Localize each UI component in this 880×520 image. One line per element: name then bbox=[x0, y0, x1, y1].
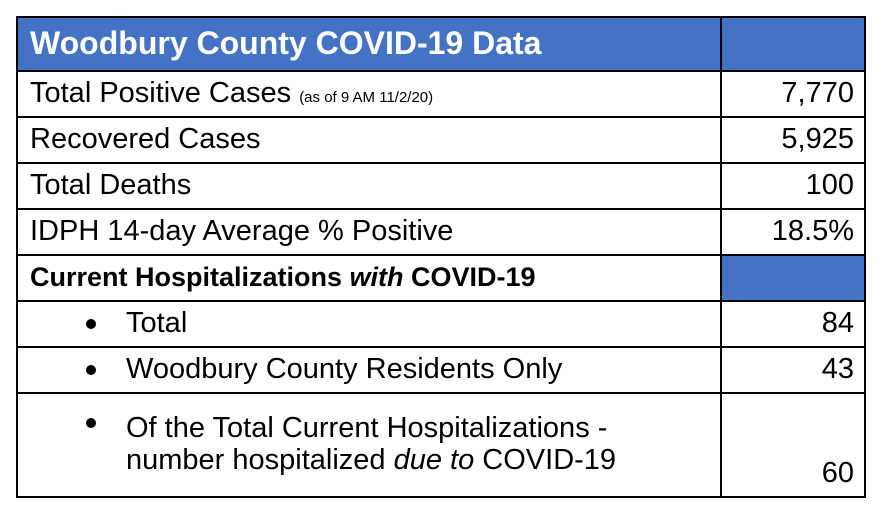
table-title: Woodbury County COVID-19 Data bbox=[16, 16, 722, 72]
section-header-row: Current Hospitalizations with COVID-19 bbox=[16, 254, 866, 302]
section-label-italic: with bbox=[349, 262, 404, 293]
bullet-label: Woodbury County Residents Only bbox=[16, 346, 722, 394]
section-label: Current Hospitalizations with COVID-19 bbox=[16, 254, 722, 302]
bullet-text: Total bbox=[126, 307, 188, 340]
row-note: (as of 9 AM 11/2/20) bbox=[299, 89, 434, 107]
bullet-dot-icon bbox=[86, 418, 96, 428]
bullet-label: Of the Total Current Hospitalizations - … bbox=[16, 392, 722, 498]
section-label-part1: Current Hospitalizations bbox=[30, 262, 350, 293]
bullet-text: Woodbury County Residents Only bbox=[126, 353, 563, 386]
row-label: Recovered Cases bbox=[16, 116, 722, 164]
bullet-row: Total 84 bbox=[16, 300, 866, 348]
section-label-part2: COVID-19 bbox=[403, 262, 536, 293]
bullet-label: Total bbox=[16, 300, 722, 348]
row-label: Total Deaths bbox=[16, 162, 722, 210]
section-blank-cell bbox=[720, 254, 866, 302]
bullet-text-line2: number hospitalized due to COVID-19 bbox=[78, 444, 708, 477]
table-row: IDPH 14-day Average % Positive 18.5% bbox=[16, 208, 866, 256]
table-row: Total Positive Cases (as of 9 AM 11/2/20… bbox=[16, 70, 866, 118]
row-value: 100 bbox=[720, 162, 866, 210]
bullet-text-part1: number hospitalized bbox=[126, 444, 394, 476]
table-header-row: Woodbury County COVID-19 Data bbox=[16, 16, 866, 72]
bullet-dot-icon bbox=[86, 319, 96, 329]
bullet-value: 84 bbox=[720, 300, 866, 348]
row-label: IDPH 14-day Average % Positive bbox=[16, 208, 722, 256]
row-value: 18.5% bbox=[720, 208, 866, 256]
row-value: 5,925 bbox=[720, 116, 866, 164]
row-value: 7,770 bbox=[720, 70, 866, 118]
header-blank-cell bbox=[720, 16, 866, 72]
bullet-row: Woodbury County Residents Only 43 bbox=[16, 346, 866, 394]
covid-data-table: Woodbury County COVID-19 Data Total Posi… bbox=[16, 16, 866, 498]
bullet-value: 43 bbox=[720, 346, 866, 394]
bullet-value: 60 bbox=[720, 392, 866, 498]
bullet-row: Of the Total Current Hospitalizations - … bbox=[16, 392, 866, 498]
table-row: Total Deaths 100 bbox=[16, 162, 866, 210]
row-label: Total Positive Cases (as of 9 AM 11/2/20… bbox=[16, 70, 722, 118]
table-row: Recovered Cases 5,925 bbox=[16, 116, 866, 164]
bullet-text-part2: COVID-19 bbox=[474, 444, 617, 476]
bullet-text-italic: due to bbox=[393, 444, 475, 476]
row-label-text: Total Positive Cases bbox=[30, 77, 292, 110]
bullet-text-line1: Of the Total Current Hospitalizations - bbox=[126, 412, 608, 445]
bullet-dot-icon bbox=[86, 365, 96, 375]
